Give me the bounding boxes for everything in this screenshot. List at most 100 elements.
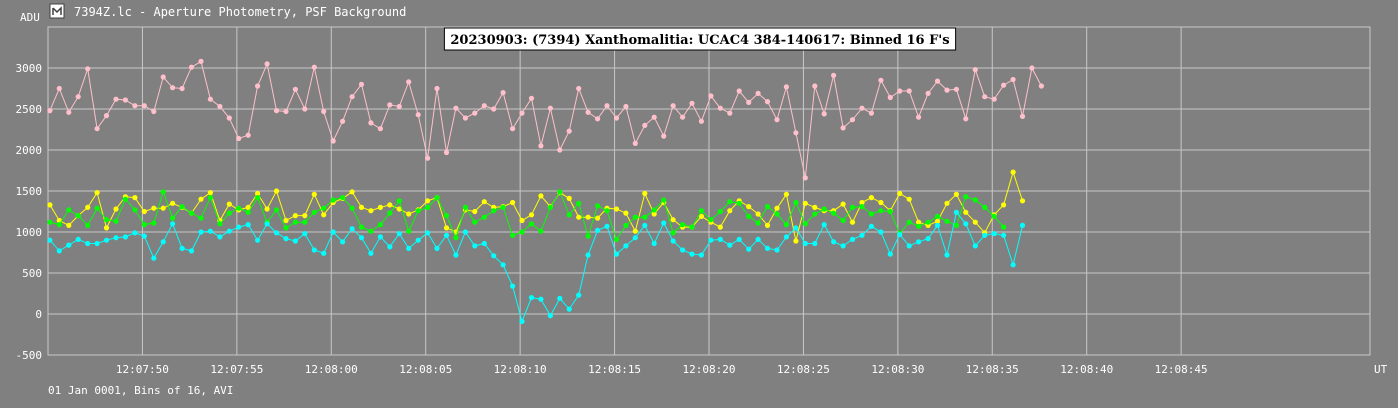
data-point [160,205,166,211]
data-point [925,219,931,225]
data-point [226,210,232,216]
data-point [85,240,91,247]
data-point [170,215,176,221]
data-point [321,250,327,256]
data-point [849,236,856,242]
data-point [415,237,421,243]
data-point [500,204,506,210]
data-point [170,221,176,227]
data-point [642,190,648,197]
data-point [245,209,251,215]
data-point [132,230,138,236]
series-4 [47,209,1026,324]
data-point [283,217,289,224]
data-point [595,116,601,122]
data-point [255,83,261,89]
data-point [934,218,941,224]
data-point [698,213,705,219]
data-point [727,199,733,205]
data-point [443,149,450,156]
data-point [217,103,223,110]
data-point [453,252,459,258]
data-point [47,237,53,243]
data-point [849,117,856,123]
data-point [113,218,119,224]
data-point [651,114,657,120]
data-point [425,204,431,210]
data-point [292,238,298,244]
data-point [311,209,317,215]
data-point [141,233,147,239]
data-point [566,306,572,312]
data-point [764,222,771,228]
data-point [887,94,893,101]
data-point [66,242,72,248]
data-point [264,61,270,67]
data-point [179,245,185,251]
data-point [75,94,81,100]
data-point [953,222,960,228]
data-point [141,222,147,228]
data-point [245,132,251,138]
series-1 [47,58,1044,181]
data-point [849,204,856,210]
data-point [481,199,487,205]
data-point [632,228,638,234]
data-point [66,222,72,228]
data-point [406,228,412,234]
series-layer [47,58,1044,324]
data-point [198,215,204,221]
data-point [47,219,53,225]
x-tick-label: 12:08:30 [871,363,924,376]
data-point [472,243,478,249]
data-point [349,189,355,195]
data-point [783,222,790,228]
data-point [604,103,610,109]
grid [48,27,1370,356]
data-point [793,225,799,231]
y-axis: -500 0 500 1000 1500 2000 2500 3000 [16,62,43,362]
data-point [991,96,997,102]
data-point [906,196,912,202]
x-tick-label: 12:08:35 [966,363,1019,376]
data-point [982,232,988,238]
data-point [680,114,686,120]
data-point [406,79,412,85]
data-point [1001,82,1007,88]
data-point [56,85,62,92]
data-point [764,245,771,251]
data-point [245,222,251,228]
data-point [576,292,582,298]
x-tick-label: 12:08:20 [683,363,736,376]
data-point [661,133,667,139]
data-point [368,250,374,256]
data-point [170,200,176,206]
data-point [831,72,837,78]
data-point [226,201,232,207]
data-point [1001,232,1007,238]
data-point [443,225,450,231]
data-point [538,143,544,149]
data-point [207,195,213,201]
data-point [377,234,383,240]
data-point [311,247,317,253]
data-point [94,205,100,211]
data-point [75,236,81,242]
data-point [340,118,346,124]
data-point [566,212,572,218]
data-point [868,195,875,201]
chart-title-box: 20230903: (7394) Xanthomalitia: UCAC4 38… [443,27,957,51]
data-point [774,247,780,253]
data-point [547,105,554,111]
data-point [434,85,440,92]
data-point [1001,224,1007,230]
data-point [160,74,166,80]
data-point [1010,76,1016,83]
y-tick-label: 2500 [16,103,43,116]
data-point [519,217,525,224]
data-point [916,219,922,225]
x-tick-label: 12:08:05 [399,363,452,376]
data-point [1001,202,1007,208]
